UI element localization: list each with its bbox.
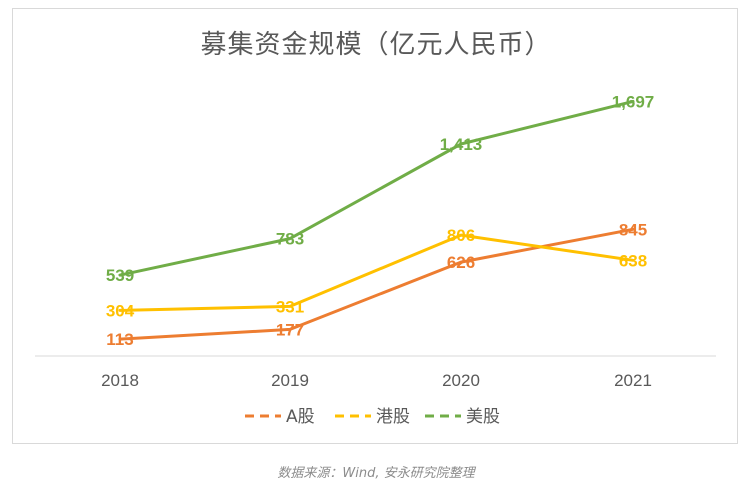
hk-share-legend-item: 港股 xyxy=(335,407,410,427)
x-tick-label: 2020 xyxy=(442,371,480,390)
data-label: 626 xyxy=(447,253,475,272)
us-share-series-line xyxy=(118,99,635,277)
hk-share-series-line xyxy=(118,233,635,312)
legend-label: A股 xyxy=(286,407,315,427)
x-tick-label: 2018 xyxy=(101,371,139,390)
data-label: 638 xyxy=(619,251,647,270)
data-label: 783 xyxy=(276,230,304,249)
data-label: 304 xyxy=(106,301,135,320)
data-label: 113 xyxy=(106,330,133,349)
x-tick-label: 2021 xyxy=(614,371,652,390)
a-share-series-line xyxy=(118,227,635,341)
a-share-legend-item: A股 xyxy=(245,407,315,427)
data-label: 331 xyxy=(276,297,304,316)
data-label: 177 xyxy=(276,320,304,339)
legend-label: 港股 xyxy=(376,407,410,427)
source-note: 数据来源：Wind, 安永研究院整理 xyxy=(277,466,475,481)
legend-label: 美股 xyxy=(466,407,500,427)
data-label: 845 xyxy=(619,220,647,239)
data-label: 539 xyxy=(106,266,134,285)
data-label: 1,697 xyxy=(612,92,655,111)
data-label: 806 xyxy=(447,226,475,245)
us-share-legend-item: 美股 xyxy=(425,407,500,427)
chart-frame xyxy=(12,8,738,444)
chart-title: 募集资金规模（亿元人民币） xyxy=(200,30,552,60)
x-tick-label: 2019 xyxy=(271,371,309,390)
data-label: 1,413 xyxy=(440,135,483,154)
